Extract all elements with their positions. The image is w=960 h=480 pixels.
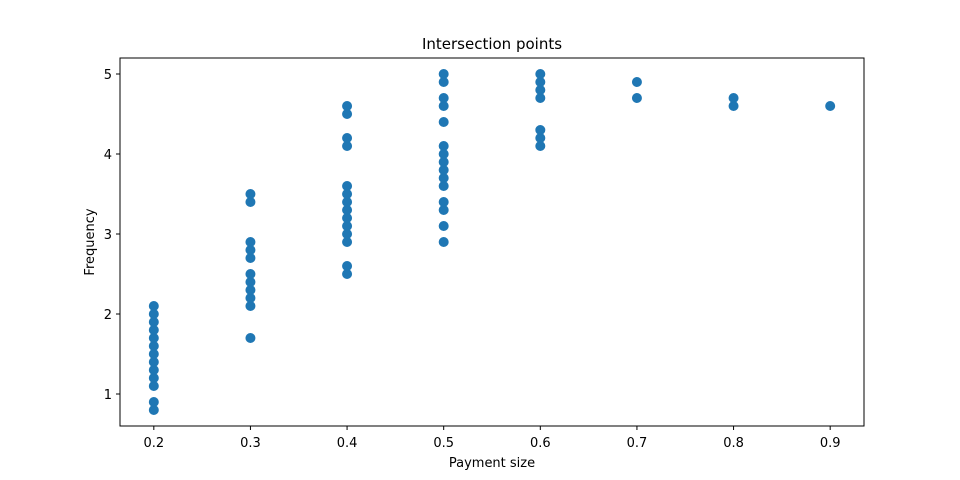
data-point xyxy=(342,269,353,279)
data-point xyxy=(535,133,546,143)
data-point xyxy=(342,181,353,191)
plot-frame xyxy=(119,57,865,427)
data-point xyxy=(438,77,449,87)
data-point xyxy=(148,317,159,327)
data-point xyxy=(438,141,449,151)
data-points xyxy=(148,69,836,415)
data-point xyxy=(245,269,256,279)
y-tick-label: 1 xyxy=(104,388,112,403)
data-point xyxy=(342,221,353,231)
data-point xyxy=(438,157,449,167)
data-point xyxy=(245,197,256,207)
data-point xyxy=(342,189,353,199)
data-point xyxy=(438,165,449,175)
data-point xyxy=(342,109,353,119)
data-point xyxy=(245,237,256,247)
y-tick-label: 3 xyxy=(104,228,112,243)
data-point xyxy=(438,93,449,103)
data-point xyxy=(438,221,449,231)
x-tick-label: 0.3 xyxy=(240,436,261,451)
x-tick-label: 0.6 xyxy=(530,436,551,451)
data-point xyxy=(438,237,449,247)
chart-title: Intersection points xyxy=(422,35,562,53)
data-point xyxy=(438,69,449,79)
data-point xyxy=(148,381,159,391)
data-point xyxy=(728,101,739,111)
data-point xyxy=(245,245,256,255)
data-point xyxy=(438,197,449,207)
data-point xyxy=(438,149,449,159)
data-point xyxy=(342,101,353,111)
data-point xyxy=(148,309,159,319)
data-point xyxy=(438,181,449,191)
data-point xyxy=(535,93,546,103)
x-tick-label: 0.4 xyxy=(337,436,358,451)
data-point xyxy=(245,189,256,199)
data-point xyxy=(342,261,353,271)
y-tick-label: 5 xyxy=(104,68,112,83)
data-point xyxy=(728,93,739,103)
y-tick-label: 2 xyxy=(104,308,112,323)
data-point xyxy=(438,173,449,183)
data-point xyxy=(342,229,353,239)
y-tick-label: 4 xyxy=(104,148,112,163)
data-point xyxy=(535,77,546,87)
data-point xyxy=(631,77,642,87)
data-point xyxy=(342,213,353,223)
data-point xyxy=(148,301,159,311)
data-point xyxy=(535,125,546,135)
data-point xyxy=(342,133,353,143)
data-point xyxy=(148,325,159,335)
data-point xyxy=(825,101,836,111)
data-point xyxy=(245,293,256,303)
data-point xyxy=(245,285,256,295)
data-point xyxy=(631,93,642,103)
y-axis-ticks: 1 2 3 4 5 xyxy=(104,68,120,403)
data-point xyxy=(438,205,449,215)
data-point xyxy=(148,333,159,343)
data-point xyxy=(535,69,546,79)
x-axis-ticks: 0.2 0.3 0.4 0.5 0.6 0.7 0.8 0.9 xyxy=(143,426,841,451)
data-point xyxy=(245,277,256,287)
x-tick-label: 0.8 xyxy=(723,436,744,451)
data-point xyxy=(535,85,546,95)
x-tick-label: 0.7 xyxy=(627,436,648,451)
data-point xyxy=(245,301,256,311)
data-point xyxy=(342,205,353,215)
y-axis-label: Frequency xyxy=(83,208,98,275)
data-point xyxy=(342,237,353,247)
data-point xyxy=(148,349,159,359)
data-point xyxy=(535,141,546,151)
data-point xyxy=(245,253,256,263)
data-point xyxy=(342,141,353,151)
data-point xyxy=(148,405,159,415)
data-point xyxy=(148,365,159,375)
data-point xyxy=(148,373,159,383)
data-point xyxy=(438,117,449,127)
data-point xyxy=(148,357,159,367)
data-point xyxy=(148,341,159,351)
x-tick-label: 0.5 xyxy=(433,436,454,451)
x-tick-label: 0.2 xyxy=(143,436,164,451)
x-tick-label: 0.9 xyxy=(820,436,841,451)
x-axis-label: Payment size xyxy=(449,456,535,471)
data-point xyxy=(148,397,159,407)
data-point xyxy=(438,101,449,111)
data-point xyxy=(342,197,353,207)
data-point xyxy=(245,333,256,343)
